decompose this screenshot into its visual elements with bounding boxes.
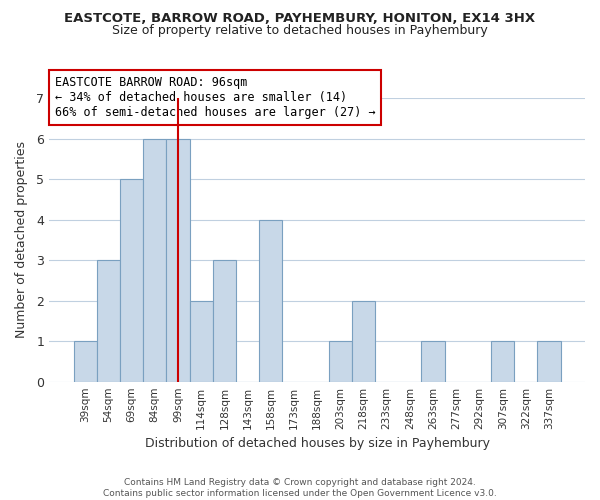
Bar (329, 341, 352, 382)
Text: EASTCOTE, BARROW ROAD, PAYHEMBURY, HONITON, EX14 3HX: EASTCOTE, BARROW ROAD, PAYHEMBURY, HONIT… (64, 12, 536, 26)
Bar (352, 300, 375, 382)
Bar (190, 300, 213, 382)
Y-axis label: Number of detached properties: Number of detached properties (15, 142, 28, 338)
Bar (120, 180, 143, 382)
Bar (421, 341, 445, 382)
X-axis label: Distribution of detached houses by size in Payhembury: Distribution of detached houses by size … (145, 437, 490, 450)
Bar (166, 139, 190, 382)
Text: Contains HM Land Registry data © Crown copyright and database right 2024.
Contai: Contains HM Land Registry data © Crown c… (103, 478, 497, 498)
Text: Size of property relative to detached houses in Payhembury: Size of property relative to detached ho… (112, 24, 488, 37)
Bar (491, 341, 514, 382)
Bar (259, 220, 283, 382)
Bar (538, 341, 560, 382)
Bar (143, 139, 166, 382)
Text: EASTCOTE BARROW ROAD: 96sqm
← 34% of detached houses are smaller (14)
66% of sem: EASTCOTE BARROW ROAD: 96sqm ← 34% of det… (55, 76, 375, 118)
Bar (213, 260, 236, 382)
Bar (97, 260, 120, 382)
Bar (74, 341, 97, 382)
